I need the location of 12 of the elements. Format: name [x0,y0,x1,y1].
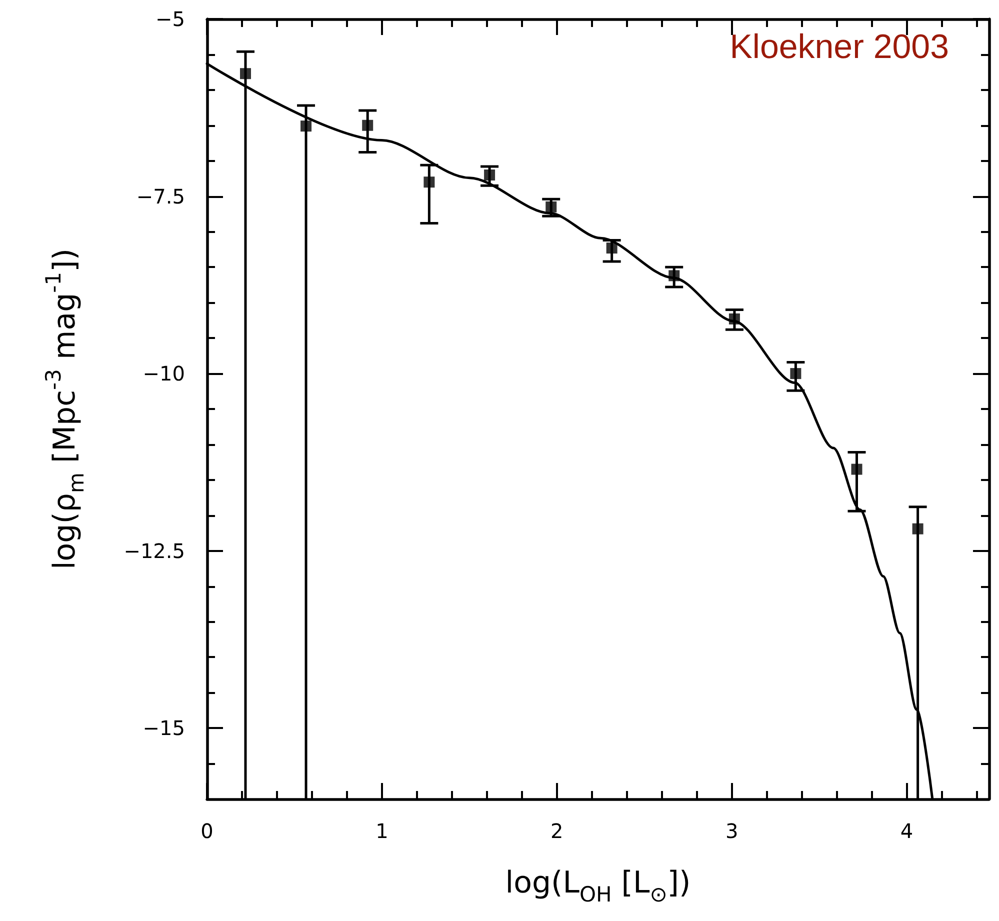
y-tick-label: −7.5 [136,184,185,208]
annotation: Kloekner 2003 [730,28,950,66]
x-tick-label: 3 [725,819,738,843]
x-tick-label: 4 [900,819,914,843]
y-tick-label: −12.5 [124,538,185,563]
x-tick-label: 0 [200,819,214,843]
y-tick-label: −10 [142,362,185,386]
y-axis-title: log(ρm [Mpc-3 mag-1]) [42,248,88,570]
x-tick-label: 2 [550,819,564,843]
y-tick-label: −15 [142,716,185,740]
x-tick-label: 1 [376,819,388,843]
y-tick-label: −5 [156,7,185,31]
